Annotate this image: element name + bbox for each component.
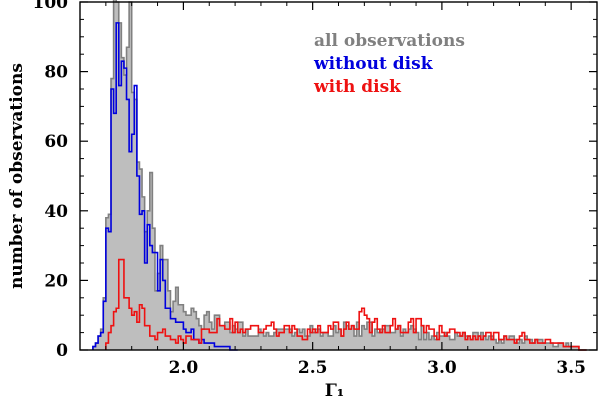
legend: all observations without disk with disk bbox=[313, 31, 465, 97]
plot-area bbox=[92, 0, 587, 351]
x-tick-label: 2.0 bbox=[169, 358, 199, 378]
legend-entry-all-observations: all observations bbox=[314, 31, 465, 51]
plot-frame bbox=[79, 1, 598, 351]
y-tick-label: 100 bbox=[33, 0, 69, 13]
x-tick-label: 2.5 bbox=[298, 358, 328, 378]
x-tick-label: 3.0 bbox=[427, 358, 457, 378]
y-tick-label: 20 bbox=[44, 271, 68, 291]
y-tick-label: 0 bbox=[56, 341, 68, 361]
x-axis-label: Γ₁ bbox=[325, 381, 345, 401]
series-all-observations bbox=[92, 0, 587, 351]
y-axis-label: number of observations bbox=[7, 63, 27, 289]
y-tick-label: 80 bbox=[44, 63, 68, 83]
legend-entry-without-disk: without disk bbox=[313, 54, 434, 74]
x-tick-label: 3.5 bbox=[556, 358, 586, 378]
y-tick-label: 60 bbox=[44, 132, 68, 152]
legend-entry-with-disk: with disk bbox=[313, 77, 402, 97]
series-with-disk bbox=[105, 258, 587, 351]
axes: 0 20 40 60 80 100 2.0 2.5 3.0 3.5 bbox=[33, 0, 597, 378]
series-without-disk bbox=[92, 22, 238, 351]
y-tick-label: 40 bbox=[44, 202, 68, 222]
